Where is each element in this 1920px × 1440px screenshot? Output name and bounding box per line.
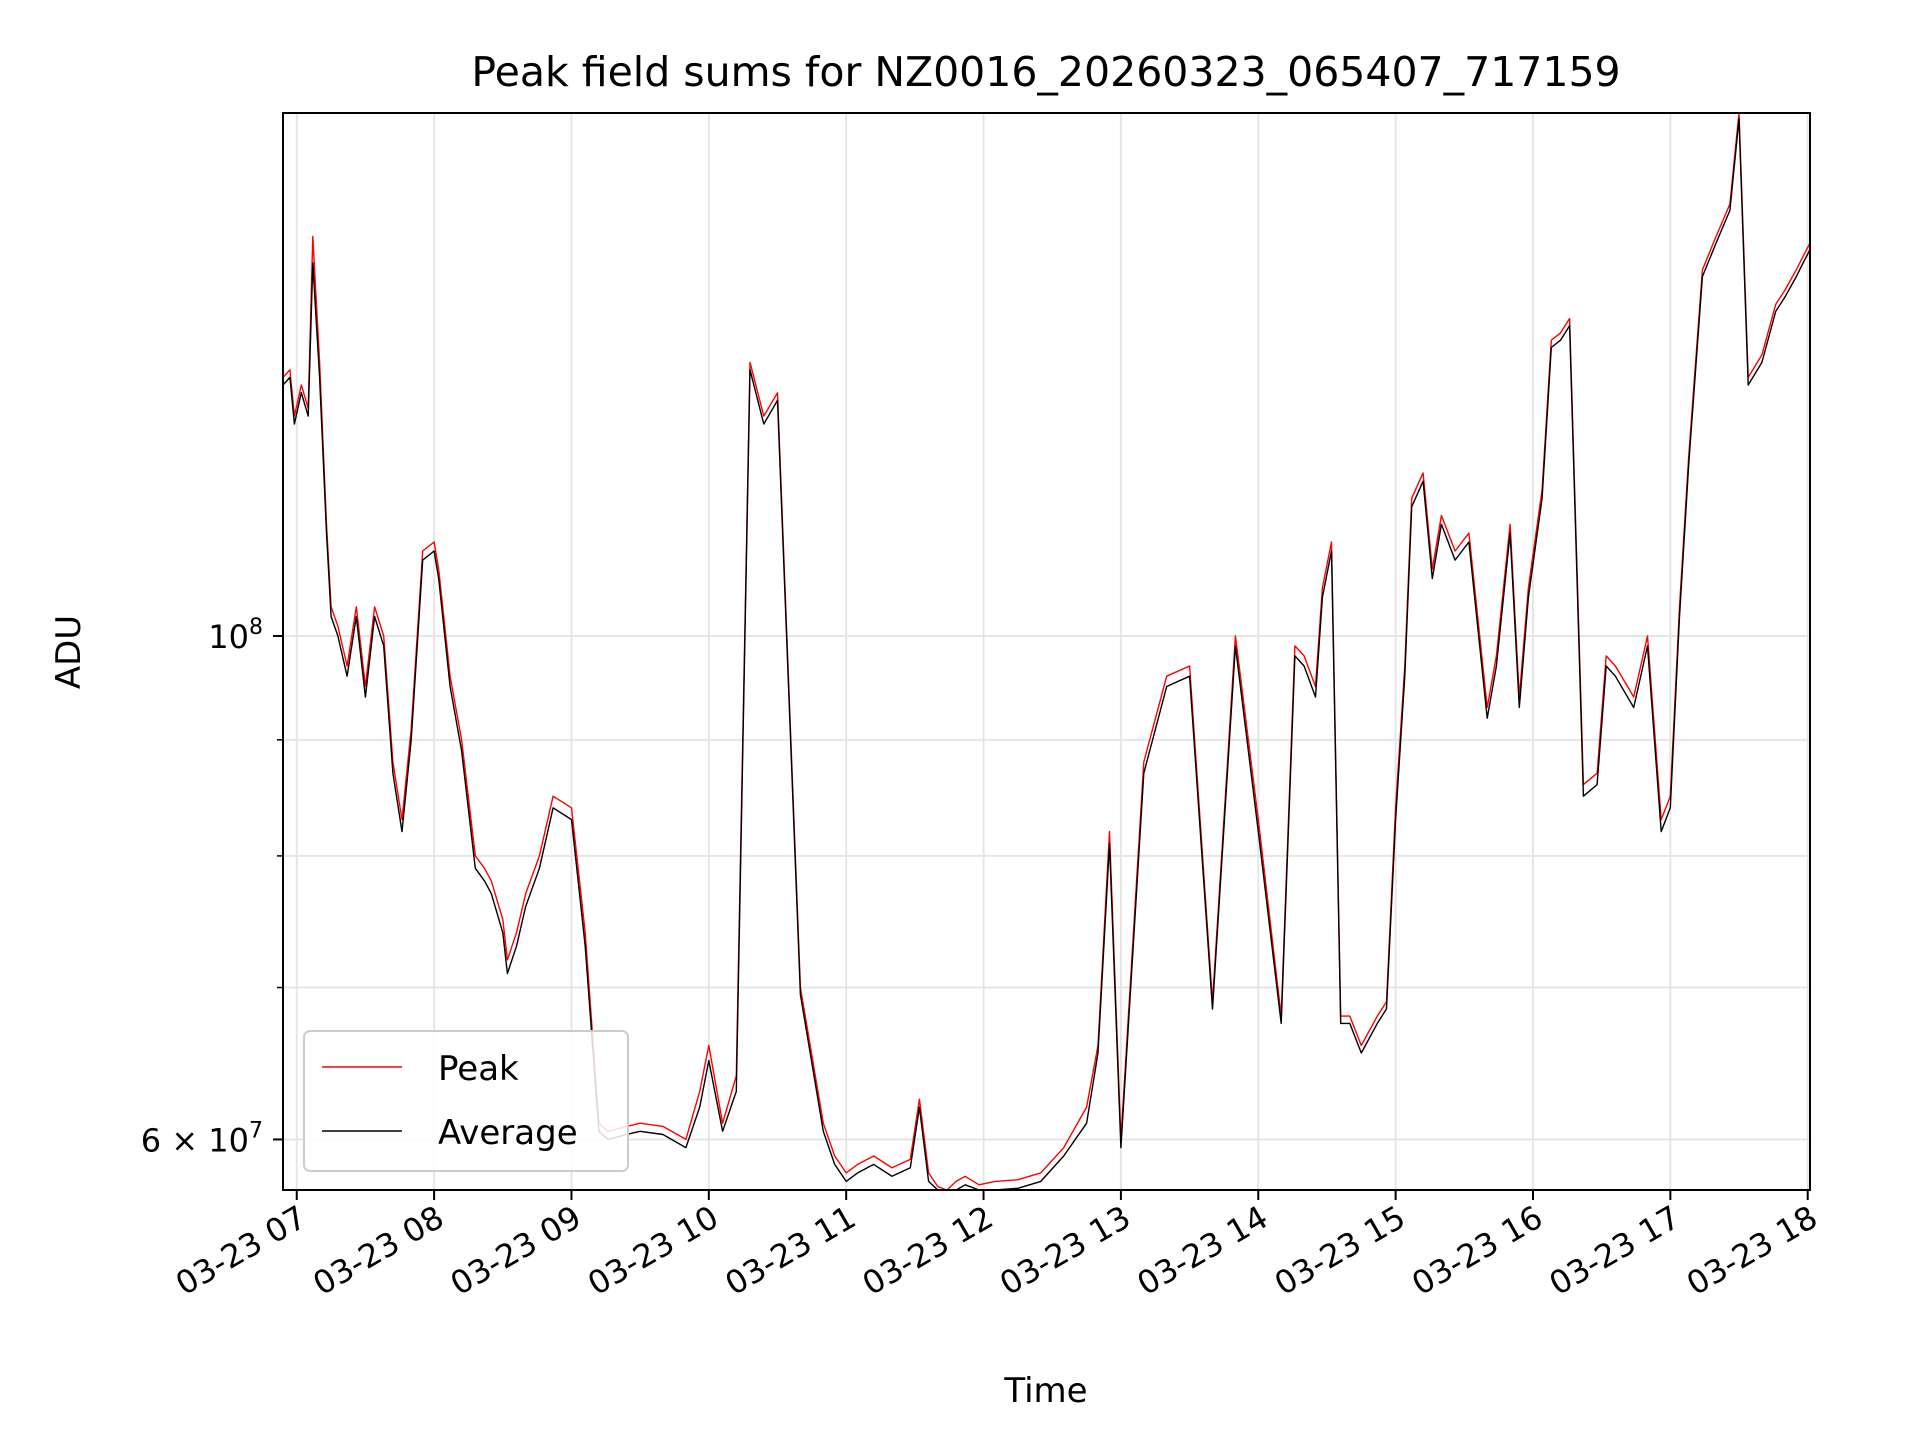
x-axis-label: Time <box>1003 1371 1087 1411</box>
grid <box>283 113 1810 1190</box>
y-tick-label-text: 108 <box>208 615 263 656</box>
legend-label-average: Average <box>438 1113 578 1153</box>
legend-box <box>303 1030 629 1172</box>
plot-frame <box>282 112 1811 1191</box>
y-tick-label: 6 × 107 <box>141 1118 263 1159</box>
legend: Peak Average <box>303 1030 629 1172</box>
y-tick-label-text: 6 × 107 <box>141 1118 263 1159</box>
chart-title: Peak field sums for NZ0016_20260323_0654… <box>471 48 1620 96</box>
legend-label-peak: Peak <box>438 1049 519 1089</box>
y-axis-label: ADU <box>49 615 89 689</box>
y-axis-ticks: 6 × 107 108 <box>141 615 283 1159</box>
y-tick-label: 108 <box>208 615 263 656</box>
